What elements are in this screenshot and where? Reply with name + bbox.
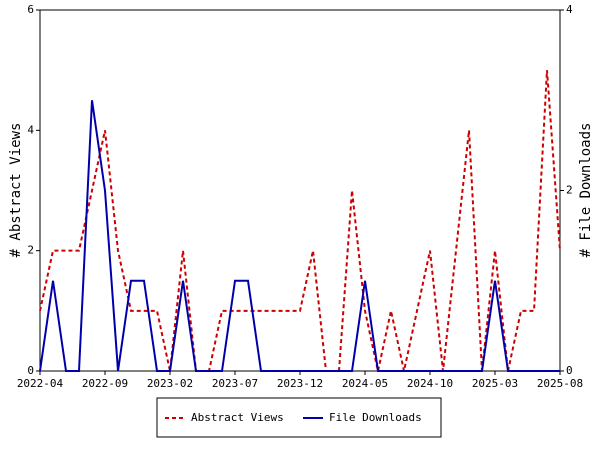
y-axis-label: # Abstract Views (8, 123, 24, 258)
y2-tick-label: 4 (566, 3, 573, 16)
series-line (39, 70, 561, 372)
legend-label: File Downloads (329, 411, 422, 424)
x-tick-label: 2023-12 (277, 377, 323, 390)
x-tick-label: 2025-08 (537, 377, 583, 390)
plot-frame (39, 9, 561, 372)
x-tick-label: 2023-02 (147, 377, 193, 390)
series-line (39, 100, 560, 372)
x-tick-label: 2022-09 (82, 377, 128, 390)
y2-axis-label: # File Downloads (578, 123, 594, 258)
legend-label: Abstract Views (191, 411, 284, 424)
x-tick-label: 2025-03 (472, 377, 518, 390)
x-tick-label: 2024-05 (342, 377, 388, 390)
x-tick-label: 2022-04 (17, 377, 64, 390)
x-tick-label: 2023-07 (212, 377, 258, 390)
x-tick-label: 2024-10 (407, 377, 453, 390)
y-tick-label: 2 (27, 244, 34, 257)
y2-tick-label: 0 (566, 364, 573, 377)
y2-tick-label: 2 (566, 184, 573, 197)
y-tick-label: 6 (27, 3, 34, 16)
y-tick-label: 4 (27, 123, 34, 136)
y-tick-label: 0 (27, 364, 34, 377)
legend-box (156, 397, 442, 438)
